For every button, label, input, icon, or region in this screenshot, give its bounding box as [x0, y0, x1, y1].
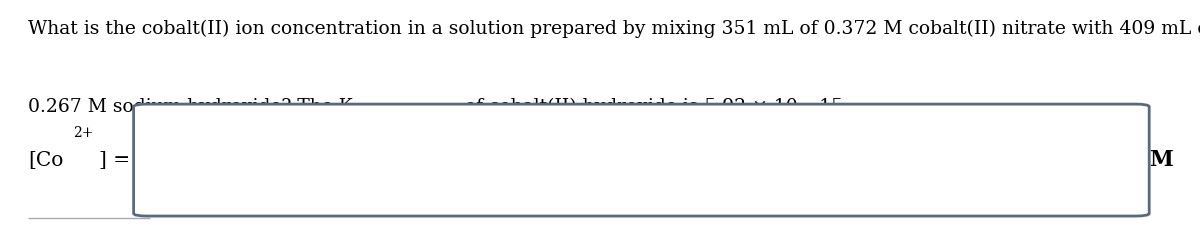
FancyBboxPatch shape	[133, 104, 1150, 216]
Text: 2+: 2+	[73, 126, 94, 140]
Text: [Co: [Co	[29, 151, 64, 169]
Text: of cobalt(II) hydroxide is 5.92 × 10 – 15.: of cobalt(II) hydroxide is 5.92 × 10 – 1…	[460, 98, 850, 116]
Text: M: M	[1150, 149, 1172, 171]
Text: 0.267 M sodium hydroxide? The K: 0.267 M sodium hydroxide? The K	[29, 98, 353, 116]
Text: What is the cobalt(II) ion concentration in a solution prepared by mixing 351 mL: What is the cobalt(II) ion concentration…	[29, 20, 1200, 38]
Text: sp: sp	[439, 111, 455, 125]
Text: ] =: ] =	[98, 151, 130, 169]
